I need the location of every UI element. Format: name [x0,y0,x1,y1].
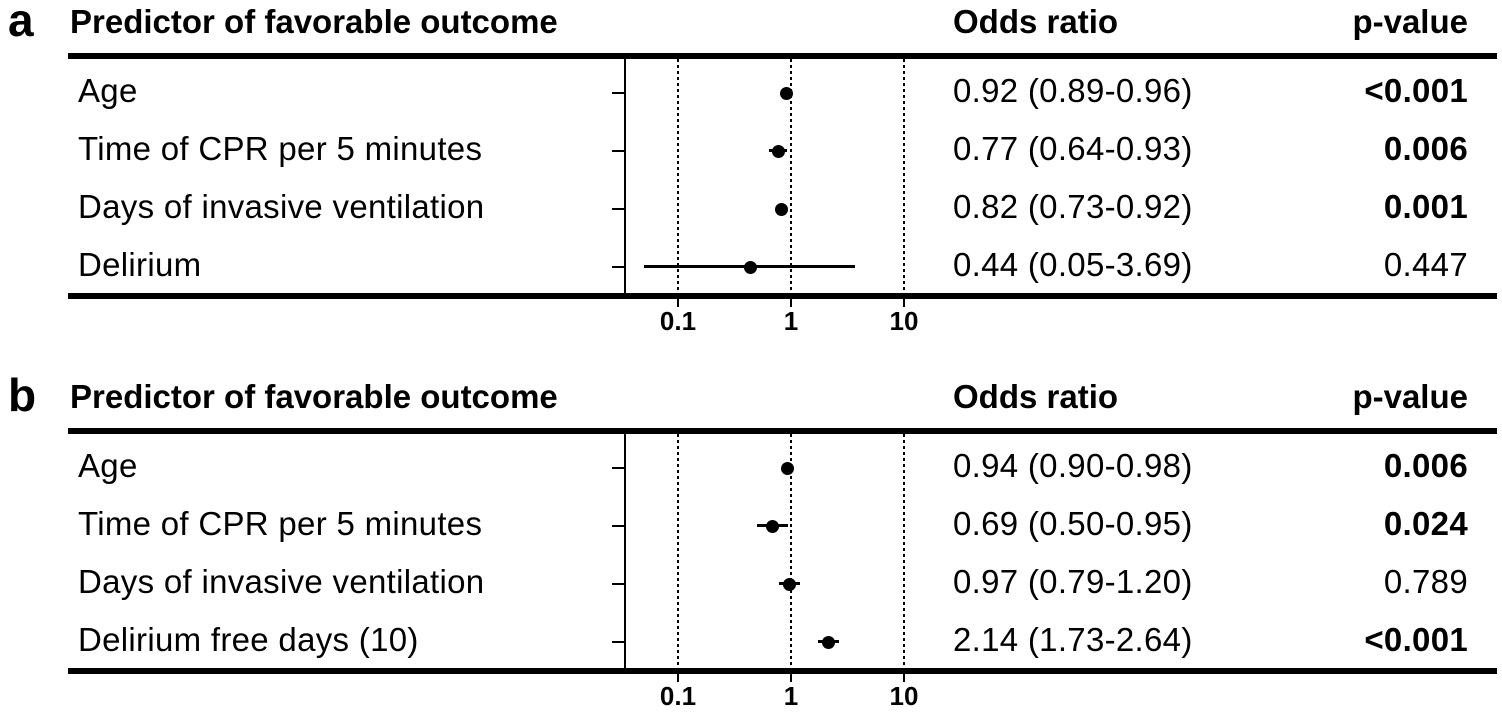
axis-tick-label: 0.1 [659,306,697,336]
odds-ratio-value: 0.69 (0.50-0.95) [953,505,1193,542]
log-gridline [903,59,905,293]
header-rule [68,53,1497,59]
bottom-rule [68,668,1497,674]
row-label: Delirium free days (10) [78,621,419,658]
row-axis-tick [612,92,625,94]
predictor-column-header: Predictor of favorable outcome [70,378,558,415]
odds-ratio-dot [781,461,795,475]
odds-ratio-column-header: Odds ratio [953,378,1119,415]
odds-ratio-dot [774,202,788,216]
panel-b-label: b [8,369,37,421]
axis-tick-label: 1 [783,306,799,336]
row-label: Days of invasive ventilation [78,188,485,225]
row-label: Days of invasive ventilation [78,563,485,600]
panel-a-label: a [8,0,34,46]
p-value: <0.001 [1364,72,1468,109]
p-value: 0.789 [1383,563,1468,600]
panel-a: a Predictor of favorable outcome Odds ra… [0,0,1502,338]
odds-ratio-dot [783,577,796,591]
odds-ratio-dot [780,86,794,100]
p-value: <0.001 [1364,621,1468,658]
row-axis-tick [612,583,625,585]
log-gridline [677,434,679,668]
axis-tick [903,674,905,682]
log-gridline [903,434,905,668]
panel-b: b Predictor of favorable outcome Odds ra… [0,371,1502,713]
log-gridline [790,59,792,293]
log-gridline [790,434,792,668]
axis-tick [790,674,792,682]
axis-tick [677,299,679,307]
p-value: 0.006 [1383,447,1468,484]
row-axis-tick [612,467,625,469]
odds-ratio-value: 0.44 (0.05-3.69) [953,246,1193,283]
header-rule [68,428,1497,434]
odds-ratio-value: 2.14 (1.73-2.64) [953,621,1193,658]
axis-tick [903,299,905,307]
predictor-column-header: Predictor of favorable outcome [70,3,558,40]
odds-ratio-dot [771,144,785,158]
row-label: Time of CPR per 5 minutes [78,505,483,542]
row-axis-tick [612,208,625,210]
odds-ratio-dot [744,260,758,274]
odds-ratio-value: 0.92 (0.89-0.96) [953,72,1193,109]
p-value: 0.447 [1383,246,1468,283]
odds-ratio-value: 0.97 (0.79-1.20) [953,563,1193,600]
odds-ratio-dot [766,519,780,533]
odds-ratio-value: 0.77 (0.64-0.93) [953,130,1193,167]
row-label: Delirium [78,246,202,283]
p-value: 0.024 [1383,505,1468,542]
p-value-column-header: p-value [1352,3,1468,40]
axis-tick-label: 1 [783,681,799,711]
odds-ratio-column-header: Odds ratio [953,3,1119,40]
axis-tick-label: 0.1 [659,681,697,711]
row-axis-tick [612,525,625,527]
odds-ratio-value: 0.82 (0.73-0.92) [953,188,1193,225]
p-value: 0.001 [1383,188,1468,225]
row-axis-tick [612,266,625,268]
p-value-column-header: p-value [1352,378,1468,415]
odds-ratio-dot [821,635,835,649]
axis-tick [790,299,792,307]
bottom-rule [68,293,1497,299]
row-label: Time of CPR per 5 minutes [78,130,483,167]
forest-plot-area: 0.1 1 10 Age 0.94 (0.90-0.98) 0.006 Time of CP… [0,383,1502,713]
plot-axis-line [624,434,626,668]
log-gridline [677,59,679,293]
axis-tick [677,674,679,682]
row-label: Age [78,447,138,484]
plot-axis-line [624,59,626,293]
forest-plot-area: 0.1 1 10 Age 0.92 (0.89-0.96) <0.001 Time of C… [0,8,1502,338]
odds-ratio-value: 0.94 (0.90-0.98) [953,447,1193,484]
row-axis-tick [612,150,625,152]
axis-tick-label: 10 [889,306,919,336]
axis-tick-label: 10 [889,681,919,711]
row-label: Age [78,72,138,109]
p-value: 0.006 [1383,130,1468,167]
row-axis-tick [612,641,625,643]
